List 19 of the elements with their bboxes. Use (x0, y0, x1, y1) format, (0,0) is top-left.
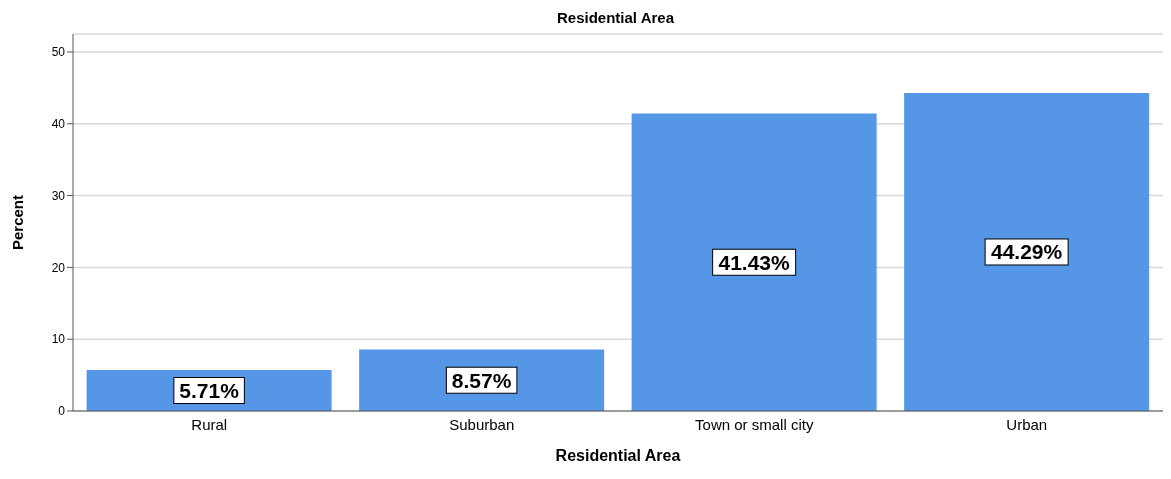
bar (631, 113, 877, 411)
data-label: 41.43% (718, 250, 791, 274)
data-label: 5.71% (179, 379, 240, 402)
y-tick-label: 30 (51, 188, 66, 203)
x-tick-label: Suburban (449, 415, 515, 433)
bar (904, 92, 1150, 411)
y-tick-label: 10 (51, 332, 66, 347)
y-axis-title: Percent (9, 194, 27, 251)
y-tick-label: 40 (51, 117, 66, 132)
y-tick-label: 0 (58, 404, 66, 419)
data-label: 44.29% (991, 240, 1063, 264)
y-tick-label: 20 (51, 260, 66, 275)
x-tick-label: Town or small city (695, 415, 814, 433)
y-tick-label: 50 (51, 45, 66, 60)
data-label: 8.57% (451, 368, 512, 392)
x-tick-label: Rural (191, 415, 228, 433)
chart-title: Residential Area (556, 8, 675, 28)
x-tick-label: Urban (1006, 415, 1048, 433)
x-axis-title: Residential Area (555, 447, 681, 464)
